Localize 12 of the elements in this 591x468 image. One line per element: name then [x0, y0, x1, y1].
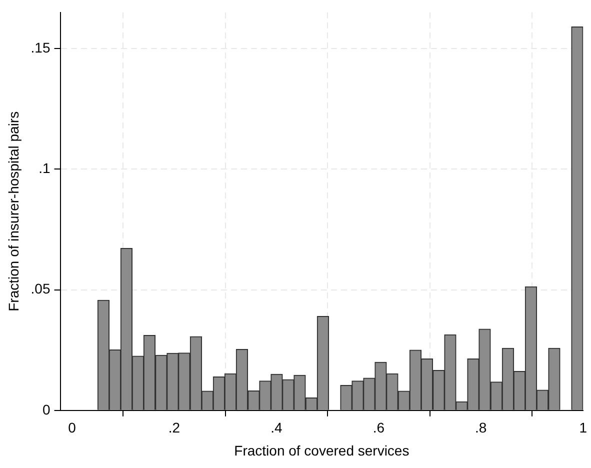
x-tick-label: .8 [475, 420, 487, 436]
y-tick-label: .1 [38, 160, 50, 176]
x-tick-label: 0 [68, 420, 76, 436]
x-tick-label: 1 [579, 420, 588, 436]
y-axis-title: Fraction of insurer-hospital pairs [5, 111, 22, 312]
x-tick-label: .6 [372, 420, 385, 436]
x-tick-label: .4 [270, 420, 282, 436]
y-tick-label: 0 [42, 401, 50, 418]
y-tick-label: .15 [30, 39, 50, 56]
x-tick-label: .2 [168, 420, 180, 436]
x-axis-title: Fraction of covered services [234, 442, 410, 458]
y-tick-label: .05 [30, 280, 50, 297]
